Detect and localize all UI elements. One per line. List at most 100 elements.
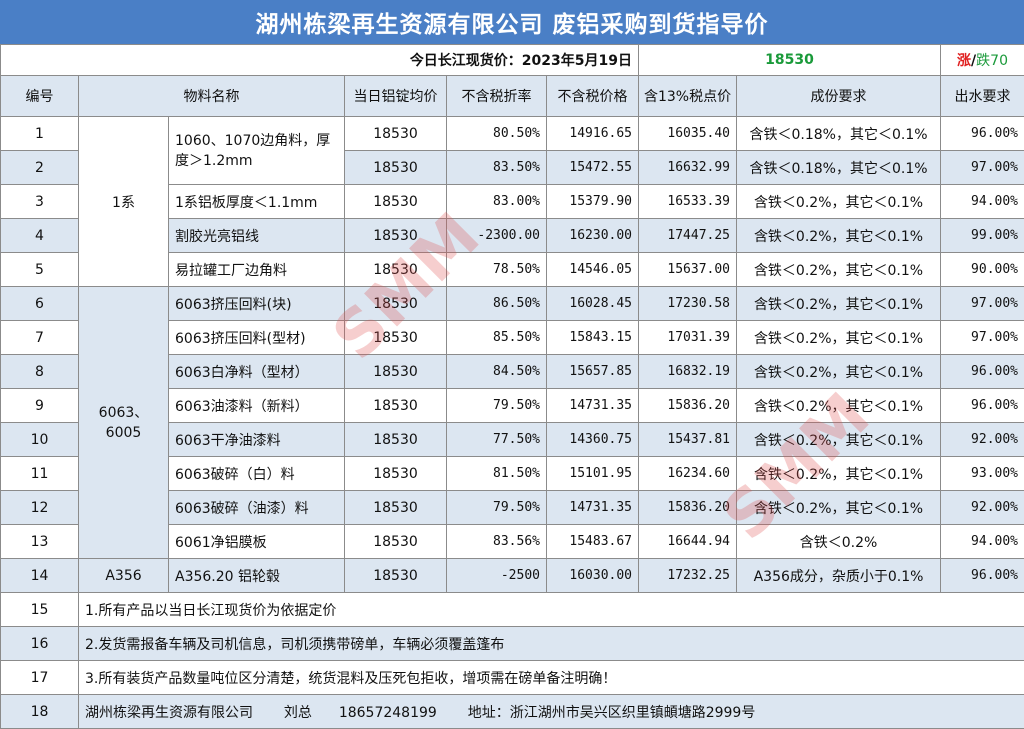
price: 15379.90 bbox=[547, 185, 639, 219]
header-cell: 出水要求 bbox=[941, 76, 1024, 117]
price: 14546.05 bbox=[547, 253, 639, 287]
composition: 含铁＜0.18%，其它＜0.1% bbox=[737, 117, 941, 151]
group-label: 1系 bbox=[79, 117, 169, 287]
composition: A356成分，杂质小于0.1% bbox=[737, 559, 941, 593]
avg-price: 18530 bbox=[345, 253, 447, 287]
water-requirement: 96.00% bbox=[941, 559, 1024, 593]
table-row: 14 A356 A356.20 铝轮毂 18530 -2500 16030.00… bbox=[1, 559, 1024, 593]
header-cell: 含13%税点价 bbox=[639, 76, 737, 117]
tax-price: 17230.58 bbox=[639, 287, 737, 321]
row-number: 3 bbox=[1, 185, 79, 219]
water-requirement: 92.00% bbox=[941, 491, 1024, 525]
footer-info: 湖州栋梁再生资源有限公司 刘总 18657248199 地址：浙江湖州市吴兴区织… bbox=[79, 695, 1024, 729]
rate: 80.50% bbox=[447, 117, 547, 151]
composition: 含铁＜0.2% bbox=[737, 525, 941, 559]
water-requirement: 97.00% bbox=[941, 287, 1024, 321]
composition: 含铁＜0.2%，其它＜0.1% bbox=[737, 423, 941, 457]
material-name: 6063破碎（白）料 bbox=[169, 457, 345, 491]
header-cell: 编号 bbox=[1, 76, 79, 117]
price: 15472.55 bbox=[547, 151, 639, 185]
rate: 84.50% bbox=[447, 355, 547, 389]
composition: 含铁＜0.2%，其它＜0.1% bbox=[737, 389, 941, 423]
water-requirement: 93.00% bbox=[941, 457, 1024, 491]
row-number: 13 bbox=[1, 525, 79, 559]
price: 14731.35 bbox=[547, 389, 639, 423]
avg-price: 18530 bbox=[345, 287, 447, 321]
tax-price: 15836.20 bbox=[639, 389, 737, 423]
rate: -2300.00 bbox=[447, 219, 547, 253]
avg-price: 18530 bbox=[345, 151, 447, 185]
row-number: 18 bbox=[1, 695, 79, 729]
header-cell: 当日铝锭均价 bbox=[345, 76, 447, 117]
rate: 83.00% bbox=[447, 185, 547, 219]
tax-price: 16632.99 bbox=[639, 151, 737, 185]
tax-price: 15637.00 bbox=[639, 253, 737, 287]
note-text: 3.所有装货产品数量吨位区分清楚，统货混料及压死包拒收，增项需在磅单备注明确！ bbox=[79, 661, 1024, 695]
rate: 85.50% bbox=[447, 321, 547, 355]
avg-price: 18530 bbox=[345, 389, 447, 423]
rate: 79.50% bbox=[447, 491, 547, 525]
tax-price: 16644.94 bbox=[639, 525, 737, 559]
header-cell: 不含税价格 bbox=[547, 76, 639, 117]
header-cell: 成份要求 bbox=[737, 76, 941, 117]
material-name: 6061净铝膜板 bbox=[169, 525, 345, 559]
composition: 含铁＜0.18%，其它＜0.1% bbox=[737, 151, 941, 185]
composition: 含铁＜0.2%，其它＜0.1% bbox=[737, 491, 941, 525]
price: 15843.15 bbox=[547, 321, 639, 355]
row-number: 15 bbox=[1, 593, 79, 627]
row-number: 5 bbox=[1, 253, 79, 287]
material-name: 6063挤压回料(块) bbox=[169, 287, 345, 321]
contact-phone: 18657248199 bbox=[339, 705, 437, 721]
composition: 含铁＜0.2%，其它＜0.1% bbox=[737, 253, 941, 287]
note-row: 16 2.发货需报备车辆及司机信息，司机须携带磅单，车辆必须覆盖篷布 bbox=[1, 627, 1024, 661]
row-number: 14 bbox=[1, 559, 79, 593]
row-number: 9 bbox=[1, 389, 79, 423]
tax-price: 16234.60 bbox=[639, 457, 737, 491]
price-table: 今日长江现货价：2023年5月19日 18530 涨/跌70 编号 物料名称 当… bbox=[0, 44, 1024, 729]
tax-price: 17031.39 bbox=[639, 321, 737, 355]
composition: 含铁＜0.2%，其它＜0.1% bbox=[737, 219, 941, 253]
spot-price-value: 18530 bbox=[639, 45, 941, 76]
row-number: 12 bbox=[1, 491, 79, 525]
row-number: 7 bbox=[1, 321, 79, 355]
price: 14916.65 bbox=[547, 117, 639, 151]
price: 16030.00 bbox=[547, 559, 639, 593]
row-number: 2 bbox=[1, 151, 79, 185]
avg-price: 18530 bbox=[345, 185, 447, 219]
group-label: 6063、6005 bbox=[79, 287, 169, 559]
avg-price: 18530 bbox=[345, 491, 447, 525]
tax-price: 17232.25 bbox=[639, 559, 737, 593]
avg-price: 18530 bbox=[345, 117, 447, 151]
row-number: 6 bbox=[1, 287, 79, 321]
composition: 含铁＜0.2%，其它＜0.1% bbox=[737, 287, 941, 321]
water-requirement: 92.00% bbox=[941, 423, 1024, 457]
rate: 78.50% bbox=[447, 253, 547, 287]
material-name: 1060、1070边角料，厚度＞1.2mm bbox=[169, 117, 345, 185]
price: 15101.95 bbox=[547, 457, 639, 491]
tax-price: 15836.20 bbox=[639, 491, 737, 525]
rate: 77.50% bbox=[447, 423, 547, 457]
avg-price: 18530 bbox=[345, 219, 447, 253]
tax-price: 15437.81 bbox=[639, 423, 737, 457]
avg-price: 18530 bbox=[345, 321, 447, 355]
composition: 含铁＜0.2%，其它＜0.1% bbox=[737, 355, 941, 389]
rate: 86.50% bbox=[447, 287, 547, 321]
avg-price: 18530 bbox=[345, 457, 447, 491]
material-name: 6063干净油漆料 bbox=[169, 423, 345, 457]
company-address: 地址：浙江湖州市吴兴区织里镇頔塘路2999号 bbox=[468, 705, 756, 721]
rate: 83.50% bbox=[447, 151, 547, 185]
tax-price: 16832.19 bbox=[639, 355, 737, 389]
material-name: 易拉罐工厂边角料 bbox=[169, 253, 345, 287]
water-requirement: 97.00% bbox=[941, 151, 1024, 185]
fall-label: 跌70 bbox=[976, 53, 1008, 69]
price-change: 涨/跌70 bbox=[941, 45, 1024, 76]
water-requirement: 96.00% bbox=[941, 117, 1024, 151]
row-number: 8 bbox=[1, 355, 79, 389]
note-text: 2.发货需报备车辆及司机信息，司机须携带磅单，车辆必须覆盖篷布 bbox=[79, 627, 1024, 661]
price: 15483.67 bbox=[547, 525, 639, 559]
header-cell: 不含税折率 bbox=[447, 76, 547, 117]
rate: 79.50% bbox=[447, 389, 547, 423]
water-requirement: 97.00% bbox=[941, 321, 1024, 355]
material-name: 6063白净料（型材） bbox=[169, 355, 345, 389]
company-name: 湖州栋梁再生资源有限公司 bbox=[85, 705, 253, 721]
